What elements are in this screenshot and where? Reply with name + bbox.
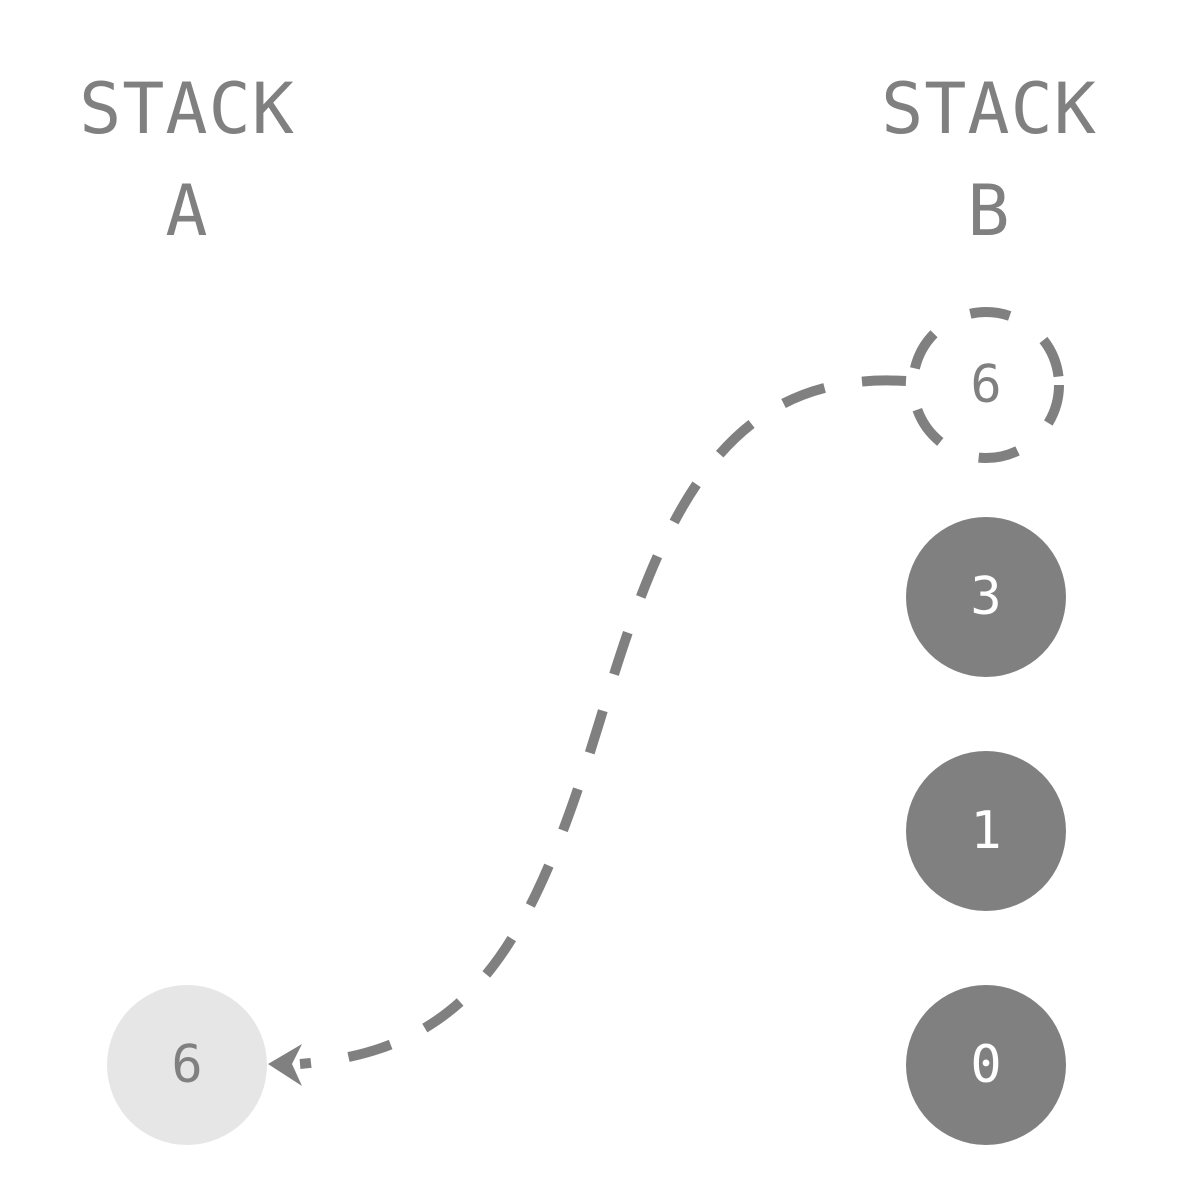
stack-b-title: STACK B (839, 58, 1139, 262)
stack-a-node-label: 6 (171, 1035, 202, 1095)
stack-a-node: 6 (107, 985, 267, 1145)
stack-a-title-line2: A (165, 170, 209, 252)
stack-b-node-label: 0 (970, 1035, 1001, 1095)
stack-b-title-line1: STACK (881, 68, 1097, 150)
stack-a-title-line1: STACK (79, 68, 295, 150)
stack-b-title-line2: B (967, 170, 1011, 252)
stack-b-node: 0 (906, 985, 1066, 1145)
arrowhead-icon (268, 1044, 302, 1086)
stack-b-node: 1 (906, 751, 1066, 911)
stack-a-title: STACK A (37, 58, 337, 262)
stack-b-node: 3 (906, 517, 1066, 677)
stack-b-node-label: 3 (970, 567, 1001, 627)
stack-b-ghost-node: 6 (908, 307, 1064, 463)
transfer-arrow (299, 375, 907, 1069)
stack-b-node-label: 1 (970, 801, 1001, 861)
stack-b-ghost-label: 6 (970, 355, 1001, 415)
